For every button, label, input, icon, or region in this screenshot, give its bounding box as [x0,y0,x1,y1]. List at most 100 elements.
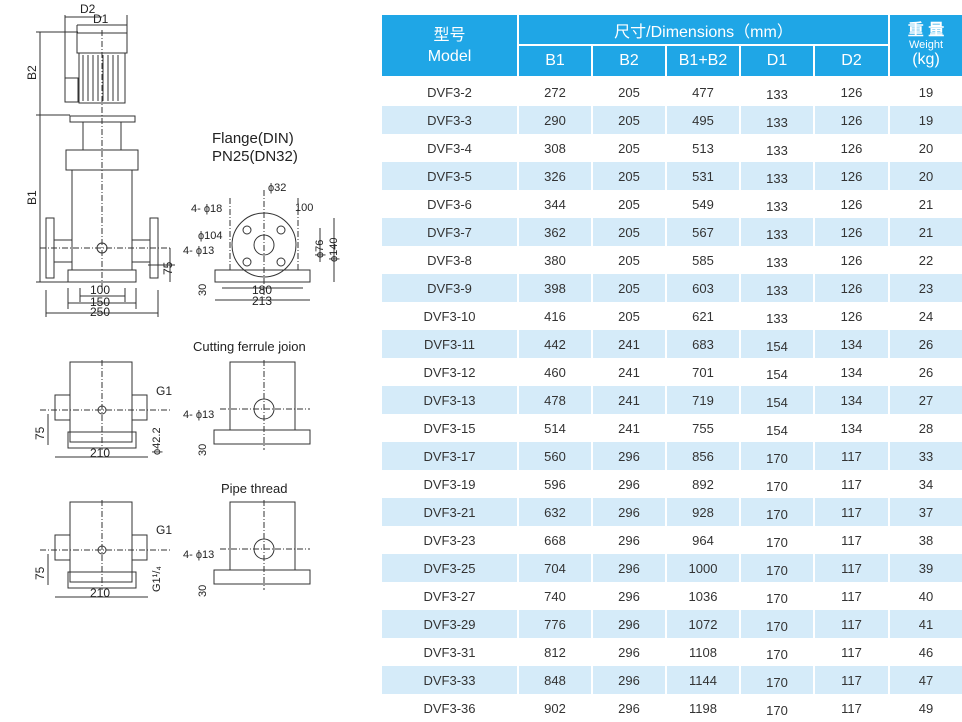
table-row: DVF3-7 362 205 567 133 126 21 [380,218,962,246]
label-d1: D1 [93,12,109,26]
table-row: DVF3-27 740 296 1036 170 117 40 [380,582,962,610]
table-row: DVF3-21 632 296 928 170 117 37 [380,498,962,526]
cell-b1: 596 [517,470,593,498]
cell-weight: 49 [888,694,962,722]
label-100: 100 [90,283,110,297]
cell-weight: 21 [888,190,962,218]
cell-b1: 442 [517,330,593,358]
cell-b1-b2: 567 [665,218,741,246]
cell-d2: 117 [813,666,890,694]
header-model: 型号 Model [380,13,519,78]
table-row: DVF3-19 596 296 892 170 117 34 [380,470,962,498]
cell-b1: 460 [517,358,593,386]
label-b2: B2 [25,65,39,80]
cell-model: DVF3-29 [380,610,519,638]
cell-model: DVF3-13 [380,386,519,414]
label-250: 250 [90,305,110,319]
label-4-phi18: 4- ϕ18 [191,203,222,215]
cell-model: DVF3-12 [380,358,519,386]
label-phi32: ϕ32 [268,182,286,194]
cell-b1-b2: 928 [665,498,741,526]
cell-model: DVF3-17 [380,442,519,470]
cell-b1: 398 [517,274,593,302]
cell-model: DVF3-23 [380,526,519,554]
cell-d2: 117 [813,694,890,722]
cell-model: DVF3-8 [380,246,519,274]
ferrule-g1: G1 [156,384,172,398]
table-row: DVF3-23 668 296 964 170 117 38 [380,526,962,554]
header-model-en: Model [427,47,472,65]
cell-model: DVF3-9 [380,274,519,302]
cell-b1-b2: 856 [665,442,741,470]
cell-weight: 47 [888,666,962,694]
cell-b1-b2: 531 [665,162,741,190]
cell-b1-b2: 513 [665,134,741,162]
cell-d1: 133 [739,302,815,330]
label-180: 180 [252,283,272,297]
cell-d1: 133 [739,218,815,246]
table-row: DVF3-33 848 296 1144 170 117 47 [380,666,962,694]
cell-model: DVF3-27 [380,582,519,610]
cell-b1: 344 [517,190,593,218]
cell-d1: 154 [739,330,815,358]
cell-d1: 170 [739,470,815,498]
cell-model: DVF3-11 [380,330,519,358]
cell-b2: 205 [591,246,667,274]
cell-weight: 21 [888,218,962,246]
cell-b1: 668 [517,526,593,554]
label-b1: B1 [25,190,39,205]
cell-b1: 290 [517,106,593,134]
table-row: DVF3-29 776 296 1072 170 117 41 [380,610,962,638]
cell-weight: 38 [888,526,962,554]
cell-d2: 126 [813,106,890,134]
cell-b1: 416 [517,302,593,330]
cell-d2: 126 [813,246,890,274]
cell-b1: 704 [517,554,593,582]
flange-title-1: Flange(DIN) [212,130,294,147]
cell-d1: 170 [739,554,815,582]
cell-b1-b2: 1198 [665,694,741,722]
table-row: DVF3-17 560 296 856 170 117 33 [380,442,962,470]
cell-model: DVF3-15 [380,414,519,442]
cell-b1-b2: 603 [665,274,741,302]
cell-model: DVF3-5 [380,162,519,190]
cell-d1: 170 [739,638,815,666]
label-phi104: ϕ104 [198,230,223,242]
table-row: DVF3-31 812 296 1108 170 117 46 [380,638,962,666]
label-75: 75 [161,261,175,275]
flange-title-2: PN25(DN32) [212,148,298,165]
table-row: DVF3-9 398 205 603 133 126 23 [380,274,962,302]
cell-d2: 134 [813,414,890,442]
pipe-4-phi13: 4- ϕ13 [183,549,214,561]
cell-b2: 205 [591,77,667,106]
header-weight: 重 量 Weight (kg) [888,13,962,78]
cell-model: DVF3-21 [380,498,519,526]
cell-d2: 126 [813,218,890,246]
cell-d1: 170 [739,442,815,470]
cell-weight: 20 [888,134,962,162]
cell-model: DVF3-3 [380,106,519,134]
cell-d1: 154 [739,358,815,386]
cell-b1: 812 [517,638,593,666]
cell-model: DVF3-25 [380,554,519,582]
cell-b2: 296 [591,526,667,554]
cell-d1: 170 [739,694,815,722]
cell-d2: 117 [813,582,890,610]
cell-b1-b2: 892 [665,470,741,498]
cell-b1-b2: 477 [665,77,741,106]
cell-b1: 308 [517,134,593,162]
cell-d2: 117 [813,638,890,666]
cell-b1: 902 [517,694,593,722]
ferrule-30: 30 [197,444,209,456]
pipe-thread-views: Pipe thread G1 75 G1¹/₄ 210 4- ϕ13 30 [33,481,311,600]
cell-d2: 126 [813,274,890,302]
cell-weight: 19 [888,106,962,134]
cell-b2: 205 [591,106,667,134]
cell-b1-b2: 495 [665,106,741,134]
cell-weight: 26 [888,358,962,386]
table-row: DVF3-8 380 205 585 133 126 22 [380,246,962,274]
cell-b1: 362 [517,218,593,246]
cell-b2: 241 [591,330,667,358]
table-row: DVF3-6 344 205 549 133 126 21 [380,190,962,218]
header-b1: B1 [517,44,593,78]
